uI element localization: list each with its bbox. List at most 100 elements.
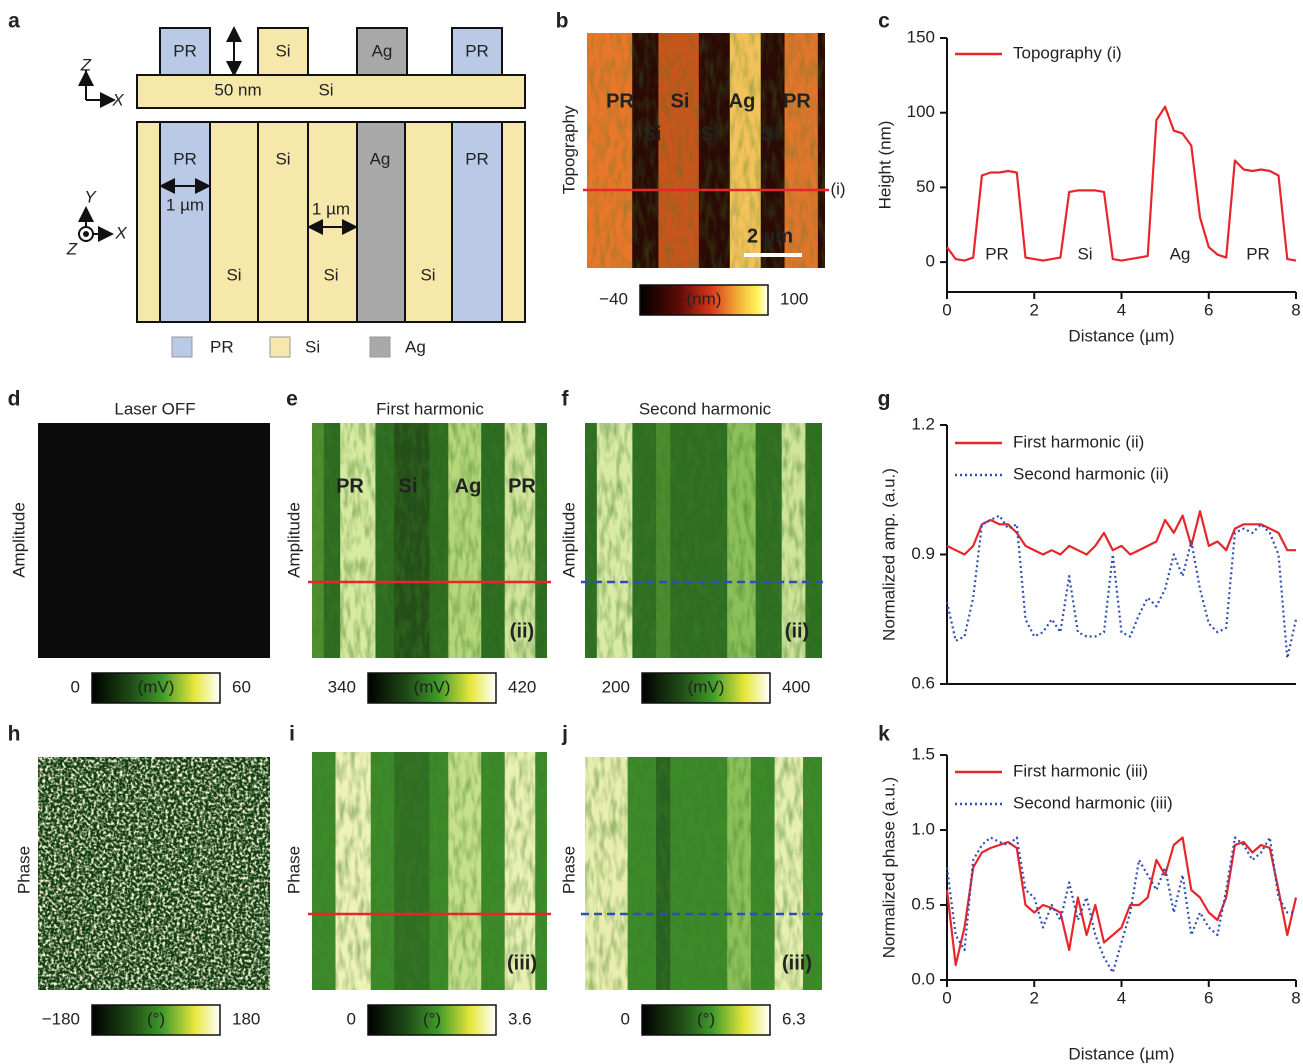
stripe-label: PR: [173, 149, 197, 168]
stripe-label: PR: [465, 149, 489, 168]
axis-letter: X: [114, 223, 127, 242]
image-y-label: Amplitude: [559, 502, 578, 578]
legend-label: Ag: [405, 337, 426, 356]
stripe-label: PR: [606, 90, 634, 112]
axis-letter: Z: [80, 55, 92, 74]
panel-label: k: [878, 723, 890, 746]
block-label: PR: [173, 41, 197, 60]
colorbar-min: 0: [347, 1009, 356, 1028]
y-tick-label: 1.0: [911, 819, 935, 838]
colorbar-unit: (nm): [687, 289, 722, 308]
axis-letter: Z: [66, 239, 78, 258]
y-axis-label: Normalized phase (a.u.): [879, 777, 898, 958]
panel-label: c: [878, 10, 890, 33]
annotation: Ag: [1170, 244, 1191, 263]
data-line: [947, 516, 1296, 659]
stripe-label: Si: [701, 123, 720, 145]
y-tick-label: 1.5: [911, 744, 935, 763]
y-axis-label: Height (nm): [875, 121, 894, 210]
axis-glyph: [83, 231, 89, 237]
colorbar-max: 60: [232, 677, 251, 696]
colorbar-max: 3.6: [508, 1009, 532, 1028]
block-label: Si: [275, 41, 290, 60]
colorbar-min: −40: [599, 289, 628, 308]
x-tick-label: 8: [1291, 300, 1300, 319]
stripe-label: Si: [226, 265, 241, 284]
data-line: [947, 838, 1296, 973]
colorbar-min: 0: [71, 677, 80, 696]
film-label: Si: [318, 80, 333, 99]
image-y-label: Amplitude: [9, 502, 28, 578]
image-title: First harmonic: [376, 399, 484, 418]
afm-image: [38, 423, 270, 658]
panel-label: e: [286, 388, 298, 411]
data-line: [947, 107, 1296, 261]
panel-label: f: [562, 388, 570, 411]
x-tick-label: 6: [1204, 988, 1213, 1007]
axis-glyph: [86, 70, 112, 100]
panel-label: d: [8, 388, 21, 411]
stripe-label: Si: [323, 265, 338, 284]
image-y-label: Phase: [559, 846, 578, 894]
block-label: Ag: [372, 41, 393, 60]
x-tick-label: 2: [1030, 988, 1039, 1007]
colorbar-max: 100: [780, 289, 808, 308]
panel-label: b: [556, 10, 569, 33]
image-title: Second harmonic: [639, 399, 772, 418]
x-tick-label: 6: [1204, 300, 1213, 319]
colorbar-unit: (°): [423, 1009, 441, 1028]
film-thickness: 50 nm: [214, 80, 261, 99]
colorbar-max: 420: [508, 677, 536, 696]
colorbar-min: −180: [42, 1009, 80, 1028]
figure: aPRSiAgPR50 nmSiZXPRSiAgPRSiSiSi1 µm1 µm…: [0, 0, 1303, 1064]
axis-letter: Y: [84, 187, 97, 206]
x-tick-label: 0: [942, 988, 951, 1007]
stripe-label: Si: [671, 90, 690, 112]
width-label: 1 µm: [312, 199, 350, 218]
panel-label: j: [561, 723, 568, 746]
colorbar-unit: (°): [697, 1009, 715, 1028]
colorbar-max: 180: [232, 1009, 260, 1028]
panel-label: g: [878, 388, 891, 411]
stripe-label: PR: [336, 475, 364, 497]
block-label: PR: [465, 41, 489, 60]
image-y-label: Topography: [559, 105, 578, 194]
y-tick-label: 0.6: [911, 673, 935, 692]
y-tick-label: 1.2: [911, 414, 935, 433]
profile-label: (i): [830, 179, 845, 198]
profile-label: (ii): [785, 620, 809, 642]
stripe-label: Ag: [455, 475, 482, 497]
colorbar-min: 200: [602, 677, 630, 696]
scale-bar-label: 2 µm: [747, 225, 793, 247]
legend-label: PR: [210, 337, 234, 356]
image-y-label: Amplitude: [284, 502, 303, 578]
stripe-label: PR: [508, 475, 536, 497]
y-tick-label: 50: [916, 177, 935, 196]
y-tick-label: 0.0: [911, 969, 935, 988]
legend-label: Si: [305, 337, 320, 356]
legend-label: First harmonic (ii): [1013, 432, 1144, 451]
y-tick-label: 150: [907, 27, 935, 46]
stripe-label: Si: [275, 149, 290, 168]
stripe-label: Ag: [729, 90, 756, 112]
x-tick-label: 4: [1117, 988, 1126, 1007]
y-tick-label: 0: [926, 252, 935, 271]
stripe-label: Si: [643, 123, 662, 145]
x-tick-label: 8: [1291, 988, 1300, 1007]
annotation: PR: [1246, 244, 1270, 263]
legend-label: First harmonic (iii): [1013, 761, 1148, 780]
axis-letter: X: [111, 90, 124, 109]
y-tick-label: 0.9: [911, 544, 935, 563]
x-axis-label: Distance (µm): [1068, 1044, 1174, 1063]
stripe-label: PR: [783, 90, 811, 112]
legend-label: Second harmonic (iii): [1013, 793, 1173, 812]
legend-label: Topography (i): [1013, 43, 1122, 62]
colorbar-min: 0: [621, 1009, 630, 1028]
stripe-label: Si: [399, 475, 418, 497]
width-label: 1 µm: [166, 195, 204, 214]
image-title: Laser OFF: [114, 399, 195, 418]
profile-label: (iii): [507, 952, 537, 974]
stripe-label: Si: [420, 265, 435, 284]
colorbar-max: 6.3: [782, 1009, 806, 1028]
stripe-label: Si: [761, 123, 780, 145]
